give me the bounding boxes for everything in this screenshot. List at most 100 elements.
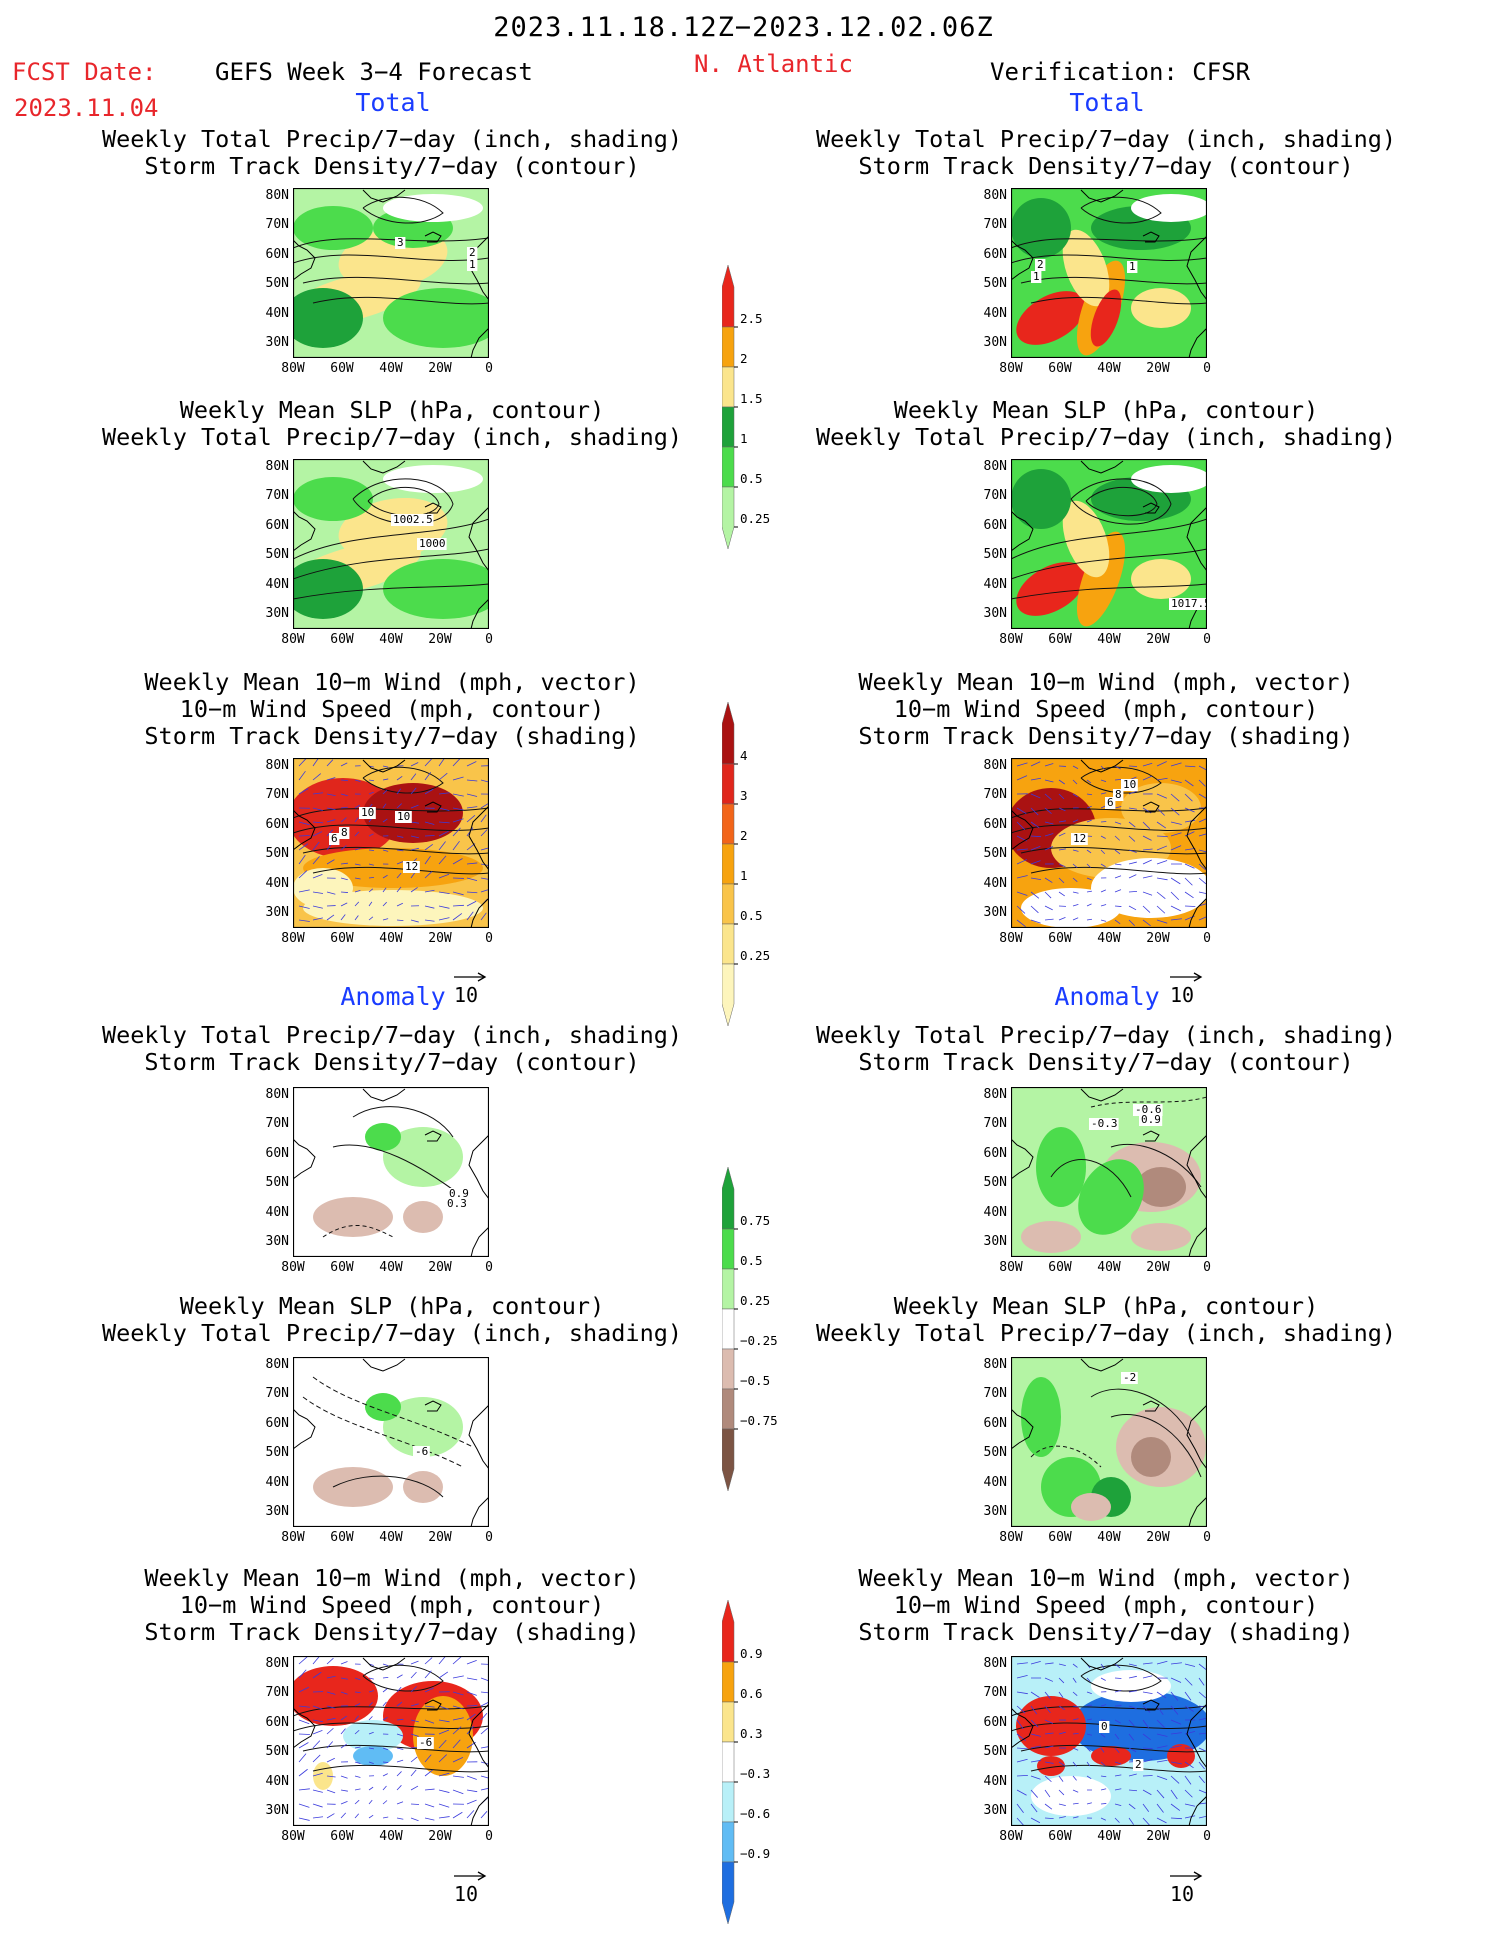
lon-tick-label: 40W (1089, 361, 1129, 376)
lon-tick-label: 80W (991, 931, 1031, 946)
lat-tick-label: 30N (973, 1504, 1007, 1519)
svg-text:12: 12 (405, 860, 418, 873)
colorbar-tick-label: 3 (740, 788, 748, 803)
lon-tick-label: 40W (371, 1829, 411, 1844)
map-canvas: 1017.5 (1011, 459, 1207, 629)
date-range: 2023.11.18.12Z−2023.12.02.06Z (0, 12, 1487, 43)
panel-title-precip-track-right: Weekly Total Precip/7−day (inch, shading… (766, 126, 1446, 180)
colorbar-tick-label: 0.6 (740, 1686, 763, 1701)
lat-tick-label: 50N (973, 1445, 1007, 1460)
contour-label: 1002.5 (391, 513, 433, 526)
contour-label: 12 (403, 860, 420, 873)
contour-label: 1 (1127, 260, 1137, 273)
lat-tick-label: 30N (973, 1803, 1007, 1818)
verification-label: Verification: CFSR (990, 58, 1250, 86)
lon-tick-label: 60W (1040, 1260, 1080, 1275)
colorbar-tick-label: 1.5 (740, 391, 763, 406)
shading-region (403, 1201, 443, 1233)
shading-region (1016, 1696, 1086, 1756)
lat-tick-label: 40N (973, 577, 1007, 592)
colorbar-segment (722, 1309, 734, 1349)
svg-text:-2: -2 (1123, 1371, 1136, 1384)
colorbar-segment (722, 1862, 734, 1924)
lat-tick-label: 30N (973, 335, 1007, 350)
wind-vector (1115, 1678, 1121, 1679)
svg-text:1017.5: 1017.5 (1171, 597, 1207, 610)
colorbar-tick-label: 0.3 (740, 1726, 763, 1741)
shading-region (313, 1197, 393, 1237)
lon-tick-label: 40W (1089, 1260, 1129, 1275)
vector-reference-left-anomaly: 10 (452, 1862, 488, 1906)
section-total-left: Total (293, 88, 493, 117)
shading-region (1031, 1776, 1111, 1816)
lat-tick-label: 80N (255, 188, 289, 203)
lat-tick-label: 30N (255, 335, 289, 350)
lat-tick-label: 30N (973, 606, 1007, 621)
lat-tick-label: 30N (255, 606, 289, 621)
lat-tick-label: 60N (973, 247, 1007, 262)
contour-label: 1 (467, 258, 477, 271)
contour-label: -6 (417, 1736, 434, 1749)
lat-tick-label: 70N (255, 787, 289, 802)
shading-region (1071, 1493, 1111, 1521)
lat-tick-label: 80N (255, 758, 289, 773)
lon-tick-label: 40W (1089, 931, 1129, 946)
svg-text:1: 1 (1033, 270, 1040, 283)
svg-text:0: 0 (1101, 1720, 1108, 1733)
reference-arrow-icon (452, 1871, 488, 1881)
map-canvas: -6 (293, 1656, 489, 1826)
shading-region (1091, 1670, 1171, 1702)
lat-tick-label: 60N (973, 1146, 1007, 1161)
lat-tick-label: 70N (973, 1116, 1007, 1131)
fcst-date-label: FCST Date: (12, 58, 157, 86)
contour-label: -0.3 (1089, 1117, 1119, 1130)
reference-arrow-icon (1168, 1871, 1204, 1881)
lat-tick-label: 70N (255, 488, 289, 503)
colorbar-segment (722, 1662, 734, 1702)
contour-label: 8 (339, 826, 349, 839)
panel-title-precip-track-anom-right: Weekly Total Precip/7−day (inch, shading… (766, 1022, 1446, 1076)
lon-tick-label: 0 (1187, 1260, 1227, 1275)
colorbar-segment (722, 884, 734, 924)
lon-tick-label: 0 (469, 931, 509, 946)
shading-region (293, 477, 373, 521)
lon-tick-label: 60W (322, 1530, 362, 1545)
lat-tick-label: 50N (255, 1445, 289, 1460)
lon-tick-label: 0 (1187, 632, 1227, 647)
svg-text:12: 12 (1073, 832, 1086, 845)
lat-tick-label: 50N (973, 1744, 1007, 1759)
contour-label: 10 (359, 806, 376, 819)
lon-tick-label: 0 (469, 361, 509, 376)
colorbar-tick-label: 2.5 (740, 311, 763, 326)
colorbar-segment (722, 327, 734, 367)
lon-tick-label: 80W (991, 1530, 1031, 1545)
colorbar-tick-label: −0.25 (740, 1333, 778, 1348)
lon-tick-label: 60W (322, 632, 362, 647)
colorbar-segment (722, 1349, 734, 1389)
lon-tick-label: 40W (1089, 1829, 1129, 1844)
lat-tick-label: 80N (973, 758, 1007, 773)
colorbar-tick-label: 0.75 (740, 1213, 770, 1228)
colorbar-segment (722, 1600, 734, 1662)
lat-tick-label: 30N (255, 1504, 289, 1519)
lon-tick-label: 20W (420, 1260, 460, 1275)
colorbar-segment (722, 1229, 734, 1269)
lat-tick-label: 80N (255, 459, 289, 474)
wind-vector (383, 1762, 388, 1763)
colorbar-segment (722, 1389, 734, 1429)
svg-text:0.3: 0.3 (447, 1197, 467, 1210)
colorbar-tick-label: 0.9 (740, 1646, 763, 1661)
lon-tick-label: 20W (1138, 1829, 1178, 1844)
lon-tick-label: 20W (420, 361, 460, 376)
section-total-right: Total (1007, 88, 1207, 117)
colorbar-segment (722, 367, 734, 407)
